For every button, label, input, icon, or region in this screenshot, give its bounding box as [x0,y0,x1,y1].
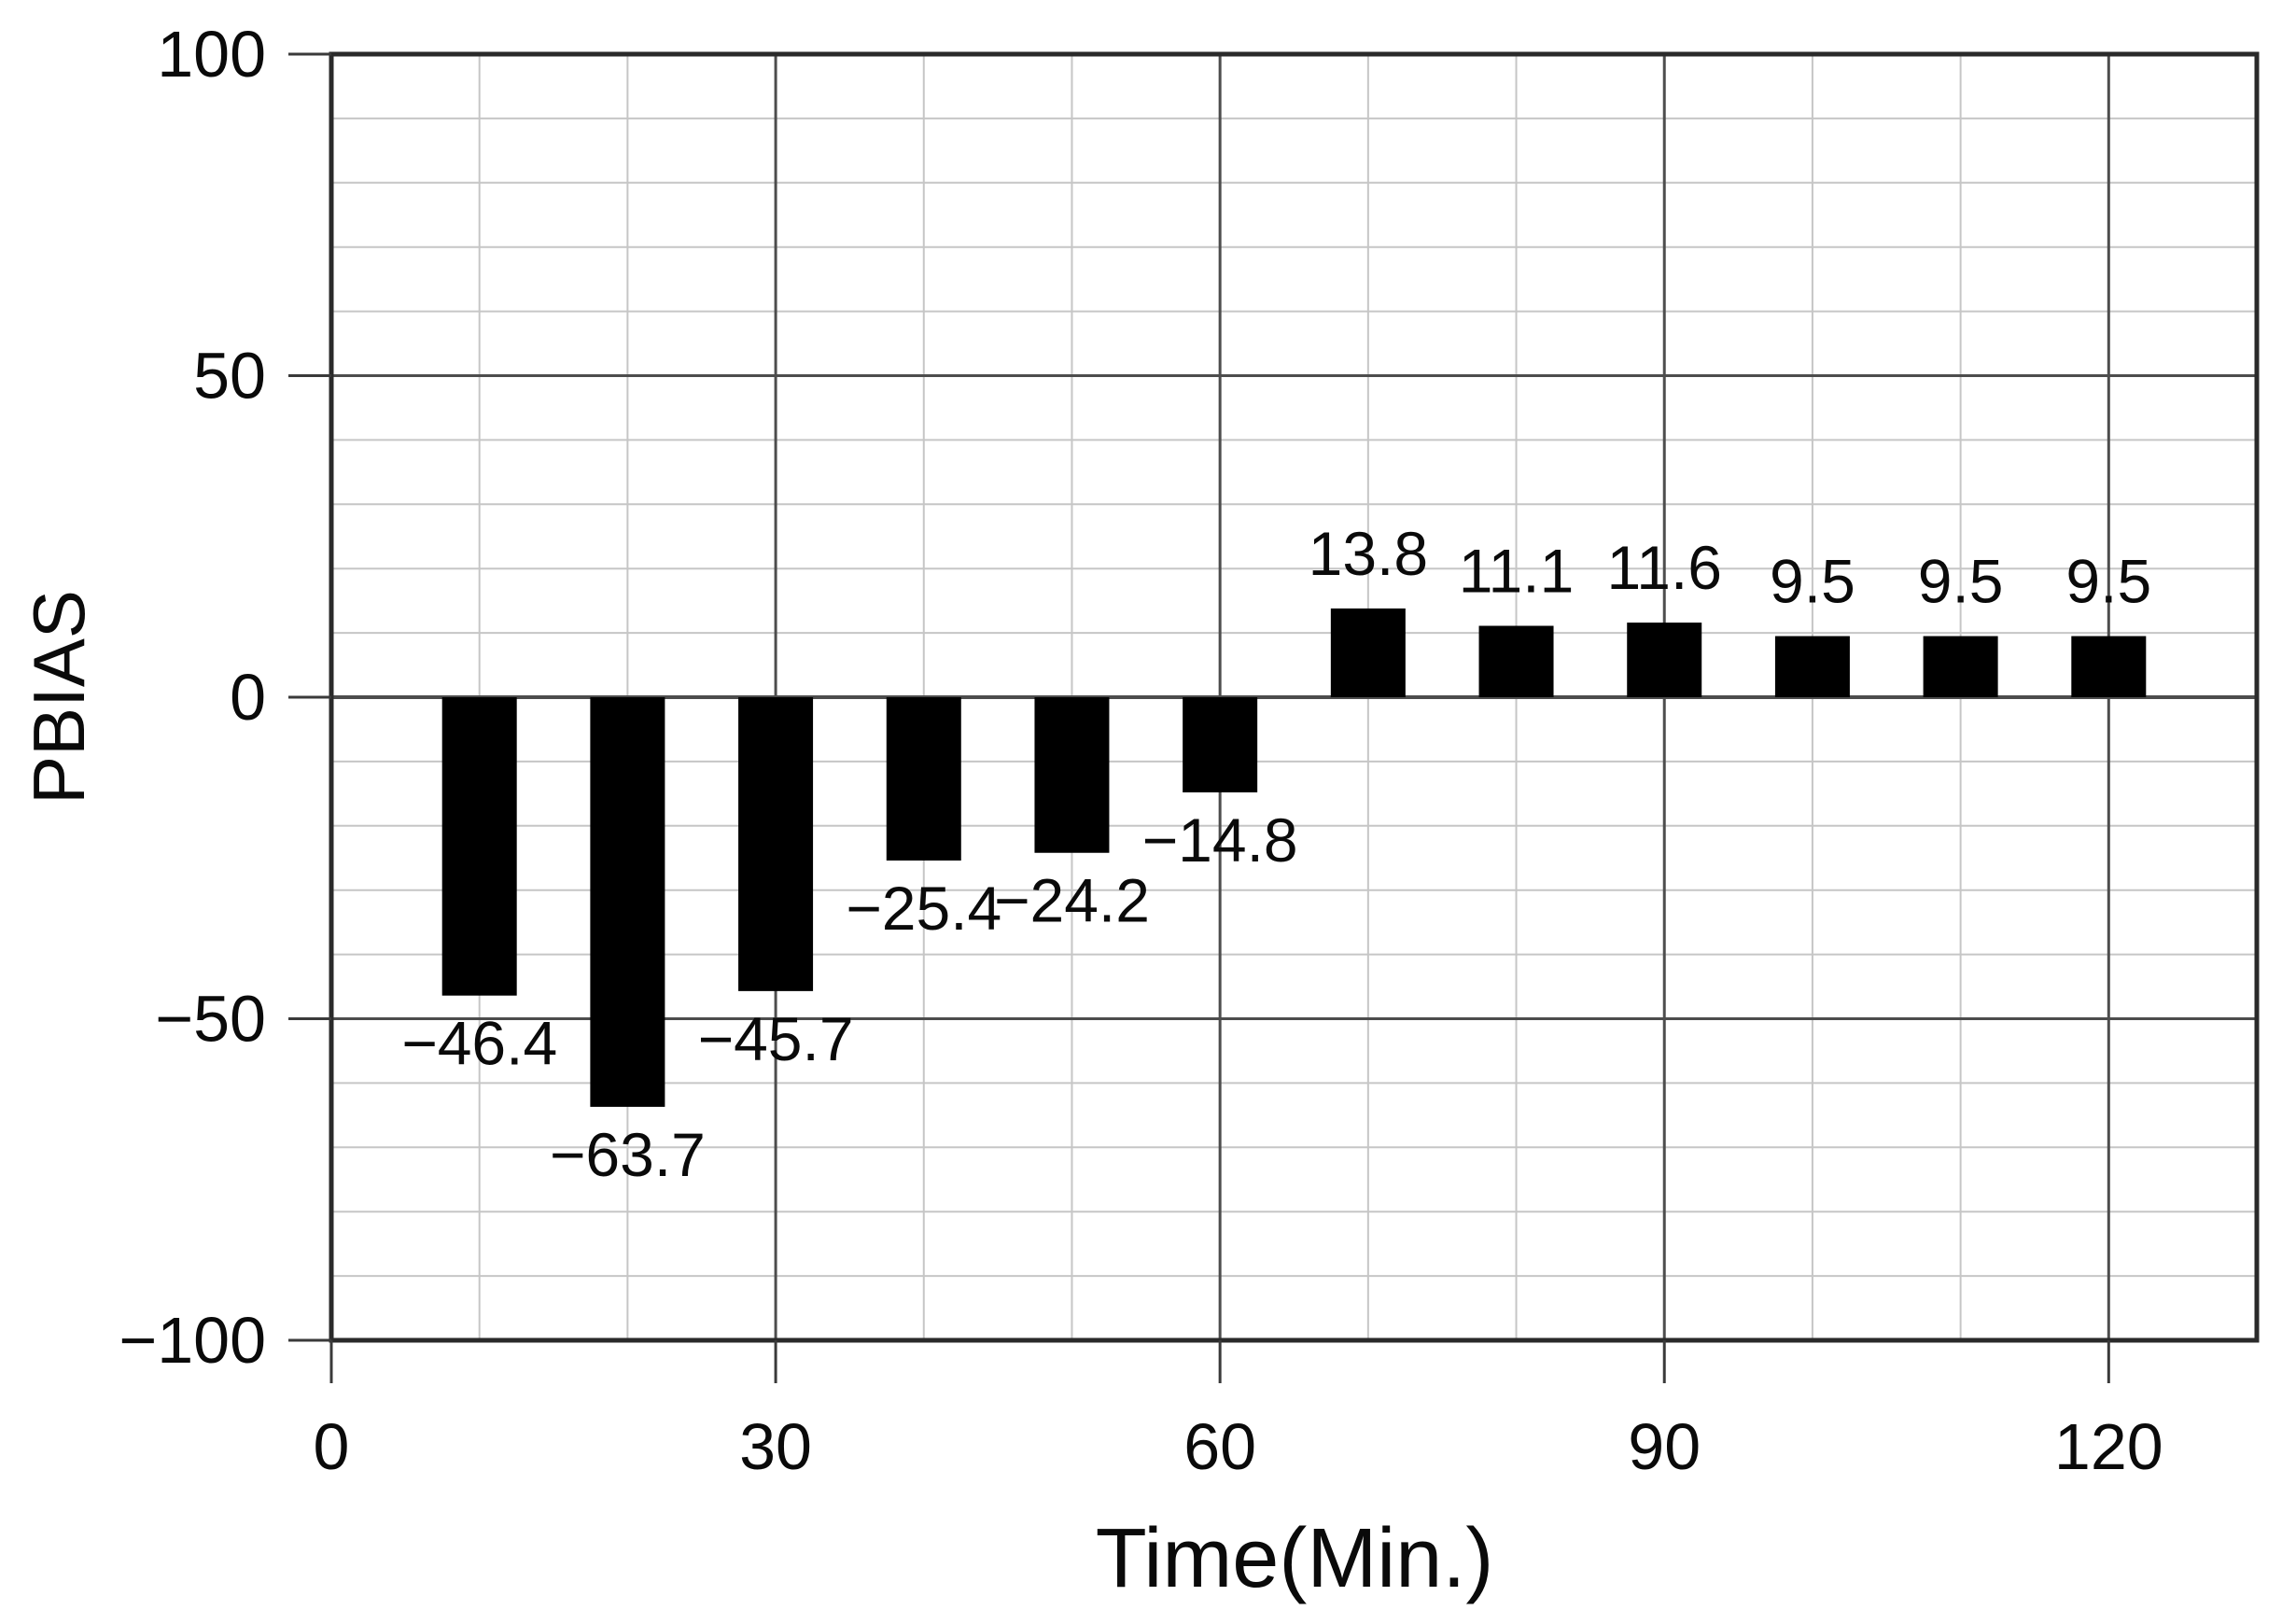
bar-value-label: −45.7 [698,1004,854,1073]
bar [1627,623,1702,697]
bar [886,697,961,861]
y-axis-title: PBIAS [18,590,100,805]
y-tick-label: 100 [157,18,266,91]
x-tick-label: 120 [2054,1410,2163,1483]
bar [2071,636,2147,697]
bar [590,697,665,1107]
bar [738,697,814,991]
axis-ticks [288,52,2110,1383]
x-axis-title: Time(Min.) [1096,1512,1494,1605]
bar [1034,697,1110,853]
bar-value-label: −46.4 [401,1009,557,1078]
bar-value-label: −25.4 [846,874,1001,943]
y-tick-label: −100 [119,1304,266,1377]
y-tick-label: 0 [230,661,266,734]
bars [441,608,2147,1107]
bar [1774,636,1850,697]
bar-value-label: 9.5 [2065,547,2151,616]
bar-value-labels: −46.4 −63.7 −45.7 −25.4−24.2−14.8 13.8 11.1 11… [401,519,2151,1189]
bar-value-label: 9.5 [1918,547,2004,616]
bar [1478,625,1554,697]
y-tick-label: −50 [155,983,266,1056]
x-tick-label: 0 [314,1410,350,1483]
bar-value-label: −24.2 [994,866,1150,935]
bar [441,697,517,996]
x-tick-label: 60 [1183,1410,1256,1483]
bar-value-label: 11.6 [1606,533,1722,602]
x-tick-label: 90 [1628,1410,1701,1483]
y-tick-label: 50 [193,340,266,413]
bar-value-label: 13.8 [1309,519,1428,588]
bar-value-label: 11.1 [1459,537,1575,606]
bar-value-label: 9.5 [1770,547,1855,616]
bar-value-label: −14.8 [1142,805,1298,875]
y-tick-labels: 100 50 0 −50 −100 [119,18,266,1377]
bar [1330,608,1406,697]
x-tick-label: 30 [739,1410,812,1483]
bar-value-label: −63.7 [550,1120,706,1189]
bar [1183,697,1258,792]
x-tick-labels: 0 30 60 90 120 [314,1410,2163,1483]
bar [1923,636,1998,697]
